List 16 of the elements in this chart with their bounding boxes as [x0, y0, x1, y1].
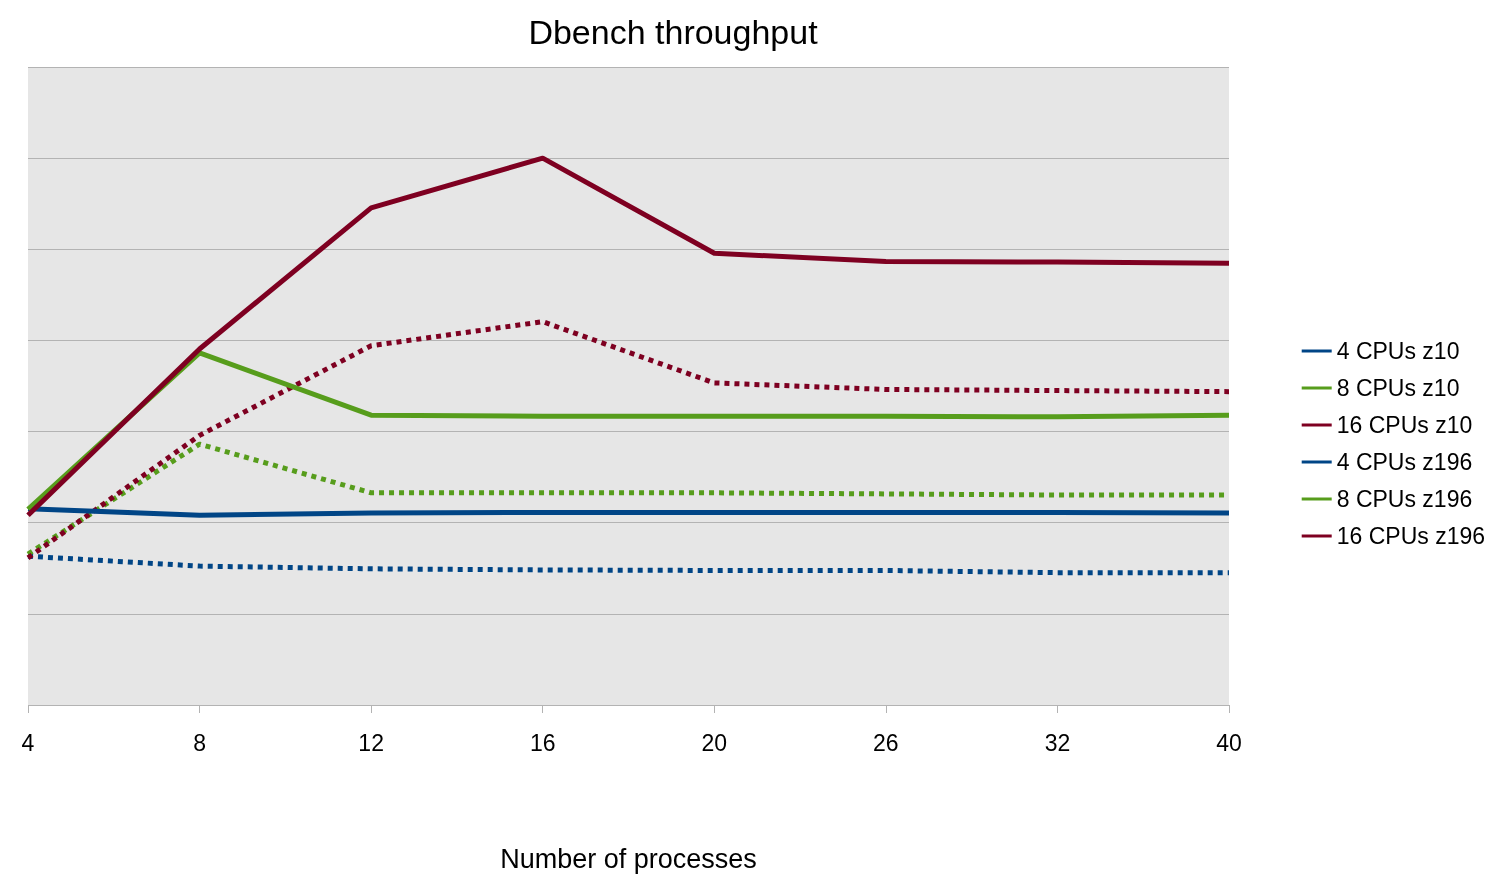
x-tick-label: 4 [21, 729, 35, 756]
x-tick-label: 12 [358, 729, 384, 756]
legend-label: 16 CPUs z10 [1336, 412, 1473, 438]
legend-label: 8 CPUs z196 [1336, 486, 1473, 512]
legend-label: 8 CPUs z10 [1336, 375, 1460, 401]
chart-title: Dbench throughput [528, 13, 819, 51]
x-tick-label: 40 [1216, 729, 1242, 756]
x-tick-label: 26 [873, 729, 899, 756]
legend-label: 4 CPUs z196 [1336, 449, 1473, 475]
legend-label: 16 CPUs z196 [1336, 523, 1486, 549]
x-tick-label: 8 [193, 729, 206, 756]
x-tick-label: 20 [701, 729, 728, 756]
legend-label: 4 CPUs z10 [1336, 338, 1460, 364]
x-tick-label: 16 [529, 729, 556, 756]
x-tick-label: 32 [1044, 729, 1071, 756]
x-axis-title: Number of processes [500, 843, 757, 874]
